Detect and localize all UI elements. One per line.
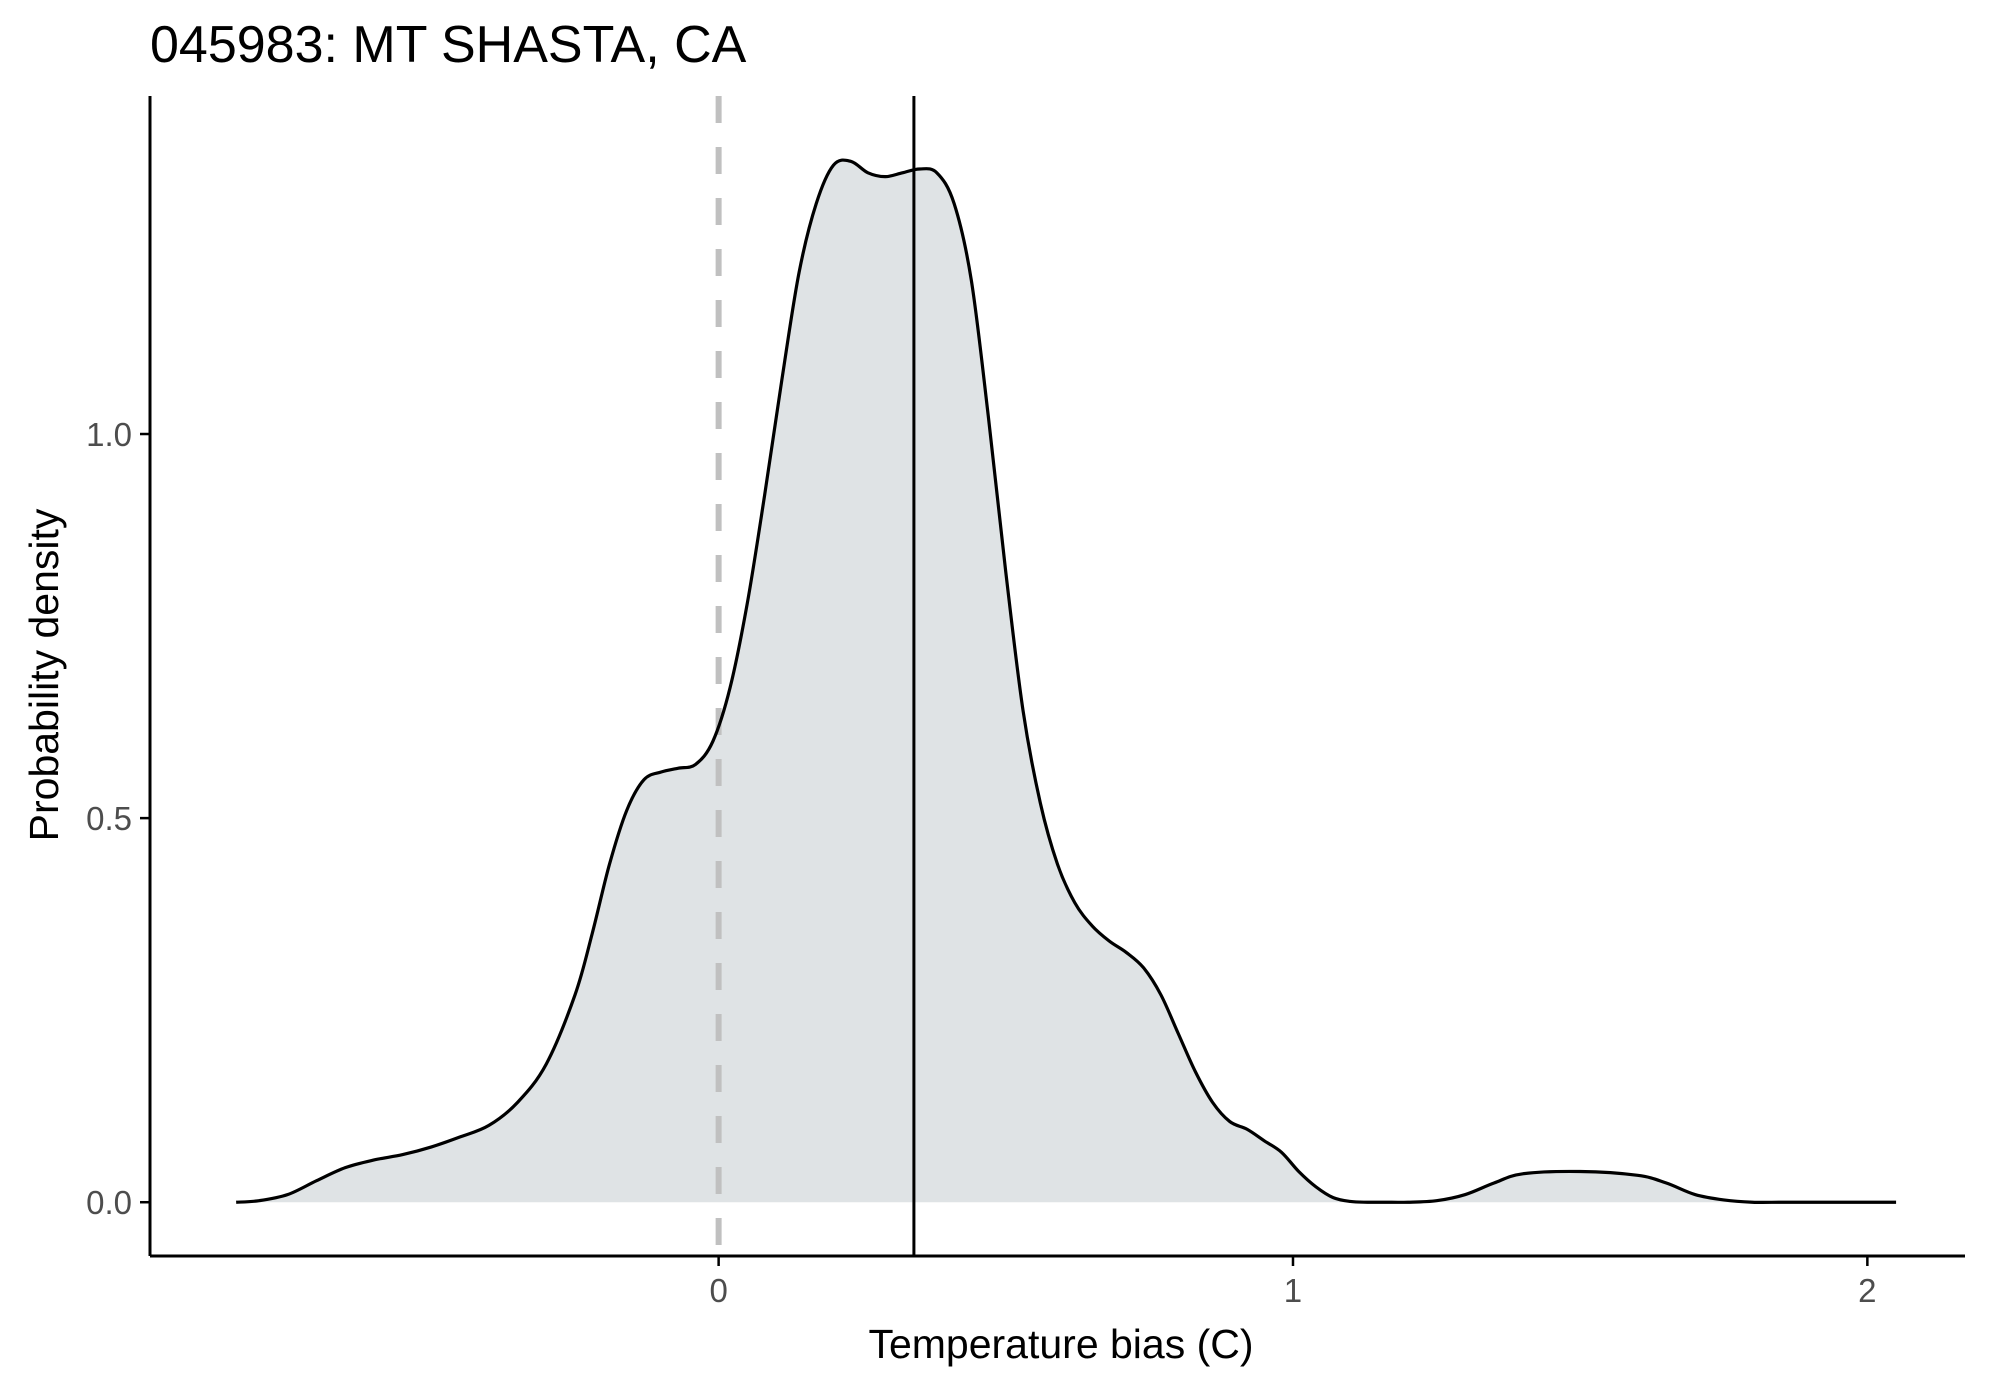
axes: 0 1 2 0.0 0.5 1.0 bbox=[86, 96, 1965, 1309]
y-tick-label: 0.5 bbox=[86, 800, 132, 837]
x-axis-ticks: 0 1 2 bbox=[709, 1256, 1877, 1309]
chart-title: 045983: MT SHASTA, CA bbox=[150, 16, 747, 74]
y-axis-label: Probability density bbox=[21, 508, 67, 841]
density-curve-line bbox=[236, 158, 1897, 1204]
x-axis-label: Temperature bias (C) bbox=[868, 1321, 1253, 1367]
y-tick-label: 1.0 bbox=[86, 416, 132, 453]
plot-area bbox=[236, 96, 1897, 1256]
y-axis-ticks: 0.0 0.5 1.0 bbox=[86, 416, 150, 1221]
x-tick-label: 0 bbox=[709, 1272, 727, 1309]
x-tick-label: 2 bbox=[1858, 1272, 1876, 1309]
x-tick-label: 1 bbox=[1284, 1272, 1302, 1309]
y-tick-label: 0.0 bbox=[86, 1184, 132, 1221]
density-area-fill bbox=[236, 160, 1897, 1203]
